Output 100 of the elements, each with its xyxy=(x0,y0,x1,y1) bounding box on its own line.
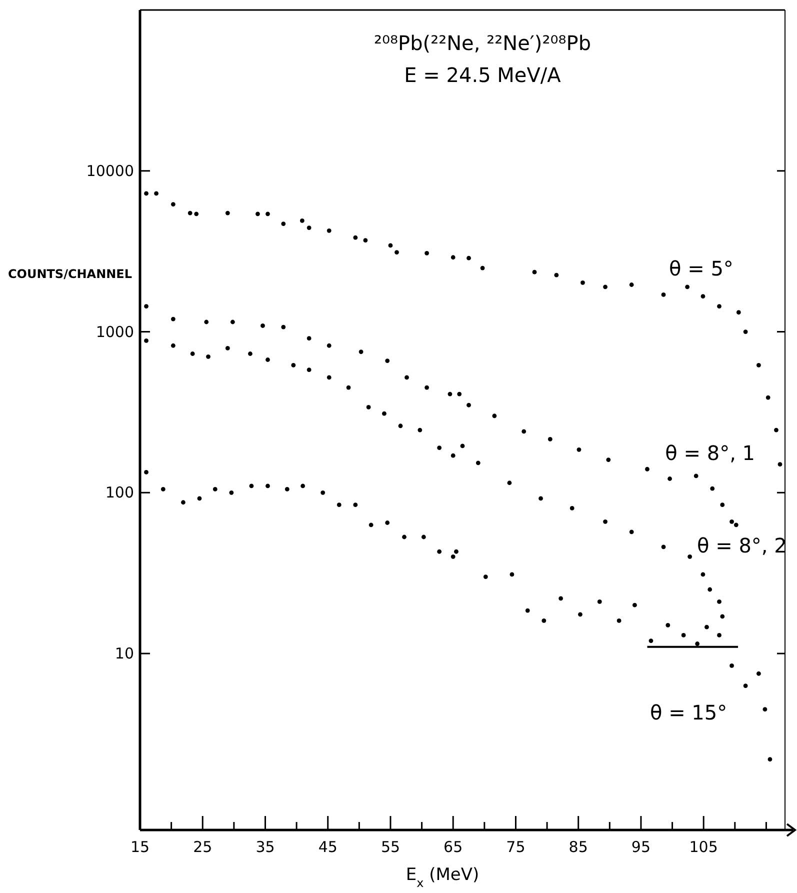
point xyxy=(336,502,342,508)
point xyxy=(424,385,430,390)
point xyxy=(437,446,442,450)
series-label: θ = 5° xyxy=(668,256,734,280)
point xyxy=(466,402,471,408)
point xyxy=(225,346,230,350)
point xyxy=(281,324,286,330)
point xyxy=(606,458,611,462)
point xyxy=(554,272,559,278)
x-tick-label: 25 xyxy=(193,838,212,856)
point xyxy=(144,191,148,196)
point xyxy=(666,622,670,628)
point xyxy=(306,368,312,372)
point xyxy=(688,554,692,559)
point xyxy=(353,502,358,508)
point xyxy=(476,460,480,466)
point xyxy=(603,284,608,290)
x-axis-title: E$_{x}$ (MeV) xyxy=(406,865,480,890)
point xyxy=(710,486,715,491)
point xyxy=(266,212,270,216)
point xyxy=(492,414,497,418)
point xyxy=(190,352,195,356)
point xyxy=(708,587,712,592)
x-tick-label: 55 xyxy=(380,838,400,856)
point xyxy=(424,250,430,256)
point xyxy=(421,534,426,540)
point xyxy=(570,506,574,510)
point xyxy=(629,530,634,534)
point xyxy=(525,608,530,613)
point xyxy=(717,632,722,638)
x-tick-label: 65 xyxy=(444,838,463,856)
point xyxy=(326,228,332,233)
point xyxy=(160,487,166,492)
y-tick-label: 10000 xyxy=(86,162,134,180)
point xyxy=(418,428,422,432)
text: ²⁰⁸Pb(²²Ne, ²²Ne′)²⁰⁸Pb xyxy=(374,31,592,55)
series-label: θ = 8°, 2 xyxy=(697,533,787,558)
point xyxy=(483,574,488,579)
point xyxy=(260,324,265,328)
point xyxy=(597,599,602,604)
point xyxy=(668,476,672,481)
point xyxy=(385,520,390,525)
point xyxy=(616,618,622,623)
x-tick-label: 95 xyxy=(631,838,651,856)
point xyxy=(144,304,148,308)
point xyxy=(402,534,406,540)
point xyxy=(248,352,252,356)
x-tick-label: 75 xyxy=(506,838,526,856)
point xyxy=(774,428,778,432)
point xyxy=(188,210,192,216)
point xyxy=(717,304,722,308)
point xyxy=(366,404,371,410)
point xyxy=(266,484,270,488)
point xyxy=(730,519,734,524)
x-tick-label: 45 xyxy=(318,838,338,856)
point xyxy=(717,599,722,604)
point xyxy=(756,362,761,368)
point xyxy=(154,191,158,196)
point xyxy=(450,554,456,559)
point xyxy=(281,222,286,226)
point xyxy=(681,632,686,638)
point xyxy=(326,375,332,380)
x-tick-label: 35 xyxy=(256,838,275,856)
point xyxy=(548,436,552,442)
point xyxy=(603,519,608,524)
point xyxy=(249,484,254,488)
point xyxy=(170,316,176,322)
point xyxy=(700,294,706,299)
point xyxy=(578,612,582,617)
text: E = 24.5 MeV/A xyxy=(404,63,562,87)
point xyxy=(398,424,403,428)
point xyxy=(256,212,260,216)
point xyxy=(766,395,770,400)
point xyxy=(212,487,218,492)
point xyxy=(778,462,782,467)
point xyxy=(306,336,312,341)
point xyxy=(394,250,399,254)
point xyxy=(230,320,235,324)
point xyxy=(700,572,706,577)
point xyxy=(306,226,312,230)
point xyxy=(645,466,650,472)
point xyxy=(194,212,199,216)
point xyxy=(368,522,374,528)
point xyxy=(358,350,364,354)
point xyxy=(507,480,512,486)
point xyxy=(542,618,546,623)
point xyxy=(510,572,514,577)
point xyxy=(736,310,741,315)
point xyxy=(720,614,725,619)
point xyxy=(704,624,709,630)
point xyxy=(661,292,666,297)
y-tick-label: 1000 xyxy=(96,322,134,341)
point xyxy=(284,487,290,492)
x-tick-label: 85 xyxy=(568,838,588,856)
x-tick-label: 15 xyxy=(130,838,150,856)
point xyxy=(144,338,148,343)
point xyxy=(346,385,351,390)
point xyxy=(353,235,358,240)
point xyxy=(170,343,176,348)
point xyxy=(206,354,210,359)
